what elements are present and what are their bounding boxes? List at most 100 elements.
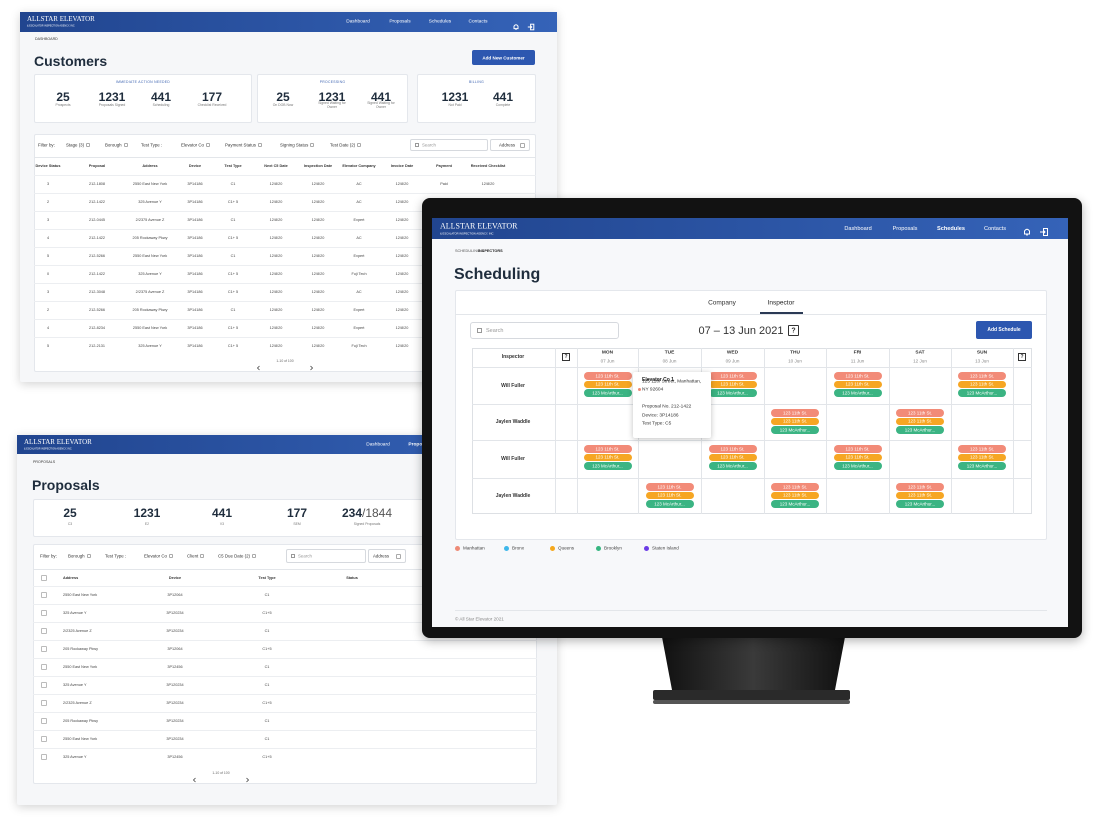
schedule-chip[interactable] <box>958 380 1006 388</box>
schedule-chip[interactable] <box>771 426 819 434</box>
schedule-chip[interactable] <box>583 453 632 461</box>
schedule-chip[interactable] <box>583 380 632 388</box>
search-box[interactable] <box>470 322 619 339</box>
filter[interactable]: Elevator Co <box>181 142 204 148</box>
checkbox[interactable] <box>41 736 47 742</box>
schedule-chip[interactable] <box>896 491 944 499</box>
filter[interactable]: C5 Due Date (2) <box>218 553 250 559</box>
schedule-chip[interactable] <box>958 445 1006 453</box>
nav-link[interactable]: Dashboard <box>844 226 872 232</box>
schedule-chip[interactable] <box>645 500 694 508</box>
schedule-chip[interactable] <box>958 372 1006 380</box>
checkbox[interactable] <box>41 575 47 581</box>
filter[interactable]: Stage (3) <box>66 142 85 148</box>
signed-count: 234 <box>341 506 362 520</box>
schedule-chip[interactable] <box>645 483 694 491</box>
checkbox[interactable] <box>41 682 47 688</box>
schedule-chip[interactable] <box>583 445 632 453</box>
nav-link[interactable]: Proposals <box>892 226 918 232</box>
table-cell: 3P14186 <box>187 254 203 258</box>
breadcrumb: SCHEDULING → <box>455 249 485 253</box>
grid-row-line <box>472 440 1032 441</box>
filter[interactable]: Test Type : <box>105 553 127 559</box>
schedule-chip[interactable] <box>771 500 819 508</box>
chevron[interactable] <box>192 777 196 783</box>
chevron[interactable] <box>256 365 260 371</box>
filter[interactable]: Signing Status <box>280 142 309 148</box>
schedule-chip[interactable] <box>896 417 944 425</box>
address-select[interactable] <box>490 139 530 151</box>
schedule-chip[interactable] <box>708 445 757 453</box>
table-cell: 205 Rockaway Pkwy <box>132 236 168 240</box>
schedule-chip[interactable] <box>708 380 757 388</box>
schedule-chip[interactable] <box>771 491 819 499</box>
schedule-chip[interactable] <box>771 483 819 491</box>
tab[interactable]: Inspector <box>767 299 795 307</box>
filter[interactable]: Payment Status <box>225 142 256 148</box>
checkbox[interactable] <box>41 610 47 616</box>
schedule-chip[interactable] <box>771 409 819 417</box>
schedule-chip[interactable] <box>833 453 882 461</box>
column-header: Test Type <box>258 576 276 580</box>
nav-link[interactable]: Schedules <box>937 226 965 232</box>
nav-link[interactable]: Dashboard <box>346 19 370 25</box>
row-divider <box>34 211 536 212</box>
help-text: ? <box>564 354 568 360</box>
checkbox[interactable] <box>41 646 47 652</box>
schedule-chip[interactable] <box>896 483 944 491</box>
schedule-chip[interactable] <box>771 417 819 425</box>
schedule-chip[interactable] <box>833 389 882 397</box>
schedule-chip[interactable] <box>833 380 882 388</box>
schedule-chip[interactable] <box>833 372 882 380</box>
nav-link[interactable]: Schedules <box>428 19 452 25</box>
address-select[interactable] <box>368 549 406 563</box>
search-box[interactable] <box>410 139 488 151</box>
add-schedule-button[interactable] <box>976 321 1032 339</box>
checkbox[interactable] <box>41 700 47 706</box>
tab[interactable]: Company <box>708 299 736 307</box>
schedule-chip[interactable] <box>896 409 944 417</box>
row-divider <box>33 604 537 605</box>
checkbox[interactable] <box>41 718 47 724</box>
filter[interactable]: Client <box>187 553 199 559</box>
monitor-stand <box>640 630 870 710</box>
schedule-chip[interactable] <box>896 500 944 508</box>
nav-link[interactable]: Dashboard <box>366 442 390 448</box>
schedule-chip[interactable] <box>708 453 757 461</box>
schedule-chip[interactable] <box>708 462 757 470</box>
table-cell: 3P120234 <box>166 737 184 741</box>
filter[interactable]: Elevator Co <box>144 553 167 559</box>
schedule-chip[interactable] <box>958 389 1006 397</box>
schedule-chip[interactable] <box>958 462 1006 470</box>
filter[interactable]: Borough <box>105 142 122 148</box>
chip-label: 123 McArthur... <box>717 463 748 469</box>
schedule-chip[interactable] <box>583 462 632 470</box>
schedule-chip[interactable] <box>833 462 882 470</box>
schedule-chip[interactable] <box>583 372 632 380</box>
schedule-chip[interactable] <box>708 389 757 397</box>
table-cell: 12/8/20 <box>269 308 283 312</box>
nav-link[interactable]: Proposals <box>408 442 432 448</box>
filter[interactable]: Test Date (2) <box>330 142 356 148</box>
chevron[interactable] <box>246 777 250 783</box>
nav-link[interactable]: Contacts <box>468 19 488 25</box>
table-cell: C1+5 <box>262 701 272 705</box>
filter[interactable]: Borough <box>68 553 85 559</box>
schedule-chip[interactable] <box>708 372 757 380</box>
checkbox[interactable] <box>41 754 47 760</box>
checkbox[interactable] <box>41 592 47 598</box>
search-box[interactable] <box>286 549 366 563</box>
bell-icon-svg <box>1024 228 1030 236</box>
add-button[interactable] <box>472 50 535 65</box>
schedule-chip[interactable] <box>896 426 944 434</box>
schedule-chip[interactable] <box>833 445 882 453</box>
chevron[interactable] <box>310 365 314 371</box>
filter[interactable]: Test Type : <box>141 142 163 148</box>
checkbox[interactable] <box>41 628 47 634</box>
nav-link[interactable]: Contacts <box>983 226 1007 232</box>
schedule-chip[interactable] <box>583 389 632 397</box>
checkbox[interactable] <box>41 664 47 670</box>
schedule-chip[interactable] <box>958 453 1006 461</box>
nav-link[interactable]: Proposals <box>389 19 411 25</box>
schedule-chip[interactable] <box>645 491 694 499</box>
